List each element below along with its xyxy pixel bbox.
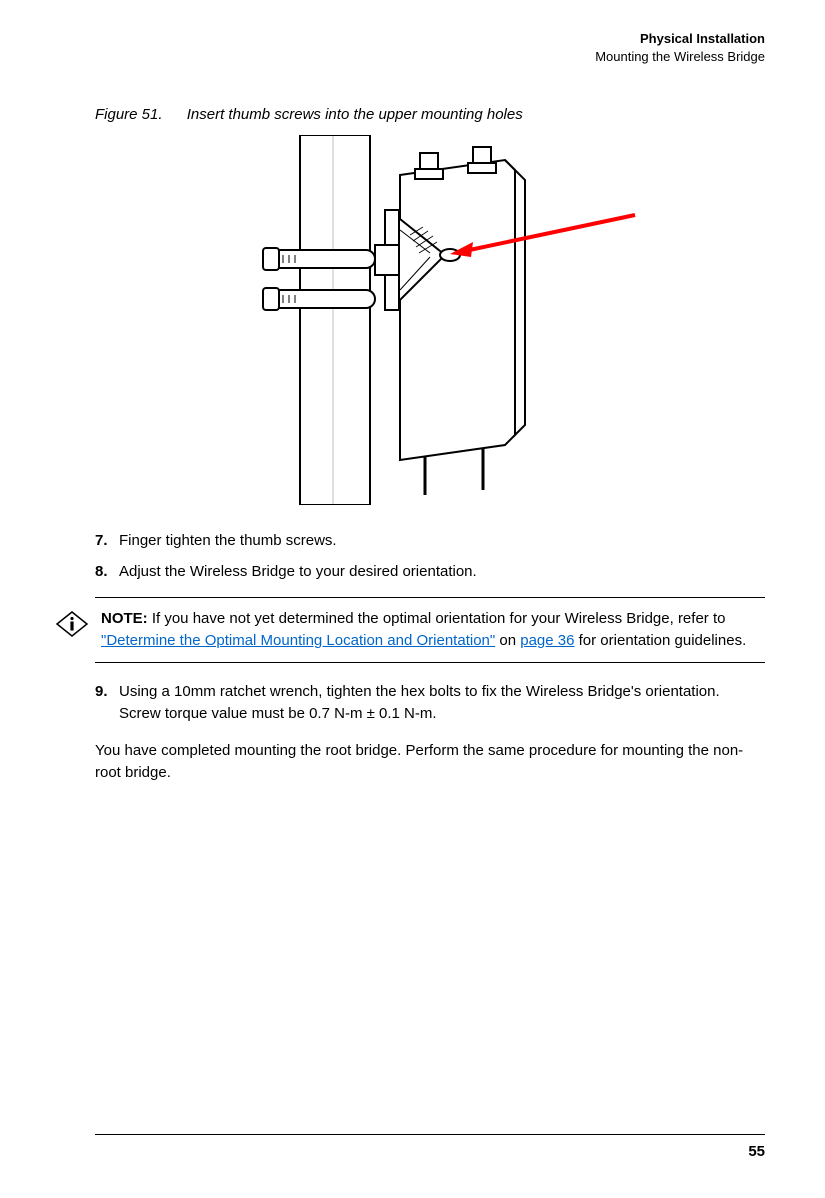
step-text: Adjust the Wireless Bridge to your desir… xyxy=(119,561,477,584)
note-post: for orientation guidelines. xyxy=(574,632,746,649)
step-text: Finger tighten the thumb screws. xyxy=(119,530,337,553)
step-number: 8. xyxy=(95,561,119,584)
note-pre: If you have not yet determined the optim… xyxy=(148,610,726,627)
step-list-b: 9. Using a 10mm ratchet wrench, tighten … xyxy=(95,681,765,726)
step-9: 9. Using a 10mm ratchet wrench, tighten … xyxy=(95,681,765,726)
figure-number: Figure 51. xyxy=(95,106,163,123)
figure-title: Insert thumb screws into the upper mount… xyxy=(187,106,523,123)
figure-caption: Figure 51. Insert thumb screws into the … xyxy=(95,106,765,123)
closing-paragraph: You have completed mounting the root bri… xyxy=(95,740,765,784)
step-number: 7. xyxy=(95,530,119,553)
figure-image xyxy=(95,135,765,510)
page-number: 55 xyxy=(748,1143,765,1160)
page-header: Physical Installation Mounting the Wirel… xyxy=(95,30,765,66)
header-title: Physical Installation xyxy=(95,30,765,48)
page-footer: 55 xyxy=(95,1134,765,1160)
note-text: NOTE: If you have not yet determined the… xyxy=(101,608,765,652)
xref-link-page[interactable]: page 36 xyxy=(520,632,574,649)
note-mid: on xyxy=(495,632,520,649)
step-8: 8. Adjust the Wireless Bridge to your de… xyxy=(95,561,765,584)
header-subtitle: Mounting the Wireless Bridge xyxy=(95,48,765,66)
step-number: 9. xyxy=(95,681,119,726)
step-list-a: 7. Finger tighten the thumb screws. 8. A… xyxy=(95,530,765,583)
note-block: NOTE: If you have not yet determined the… xyxy=(95,597,765,663)
xref-link-orientation[interactable]: "Determine the Optimal Mounting Location… xyxy=(101,632,495,649)
step-text: Using a 10mm ratchet wrench, tighten the… xyxy=(119,681,765,726)
info-icon xyxy=(55,610,89,643)
note-label: NOTE: xyxy=(101,610,148,627)
step-7: 7. Finger tighten the thumb screws. xyxy=(95,530,765,553)
